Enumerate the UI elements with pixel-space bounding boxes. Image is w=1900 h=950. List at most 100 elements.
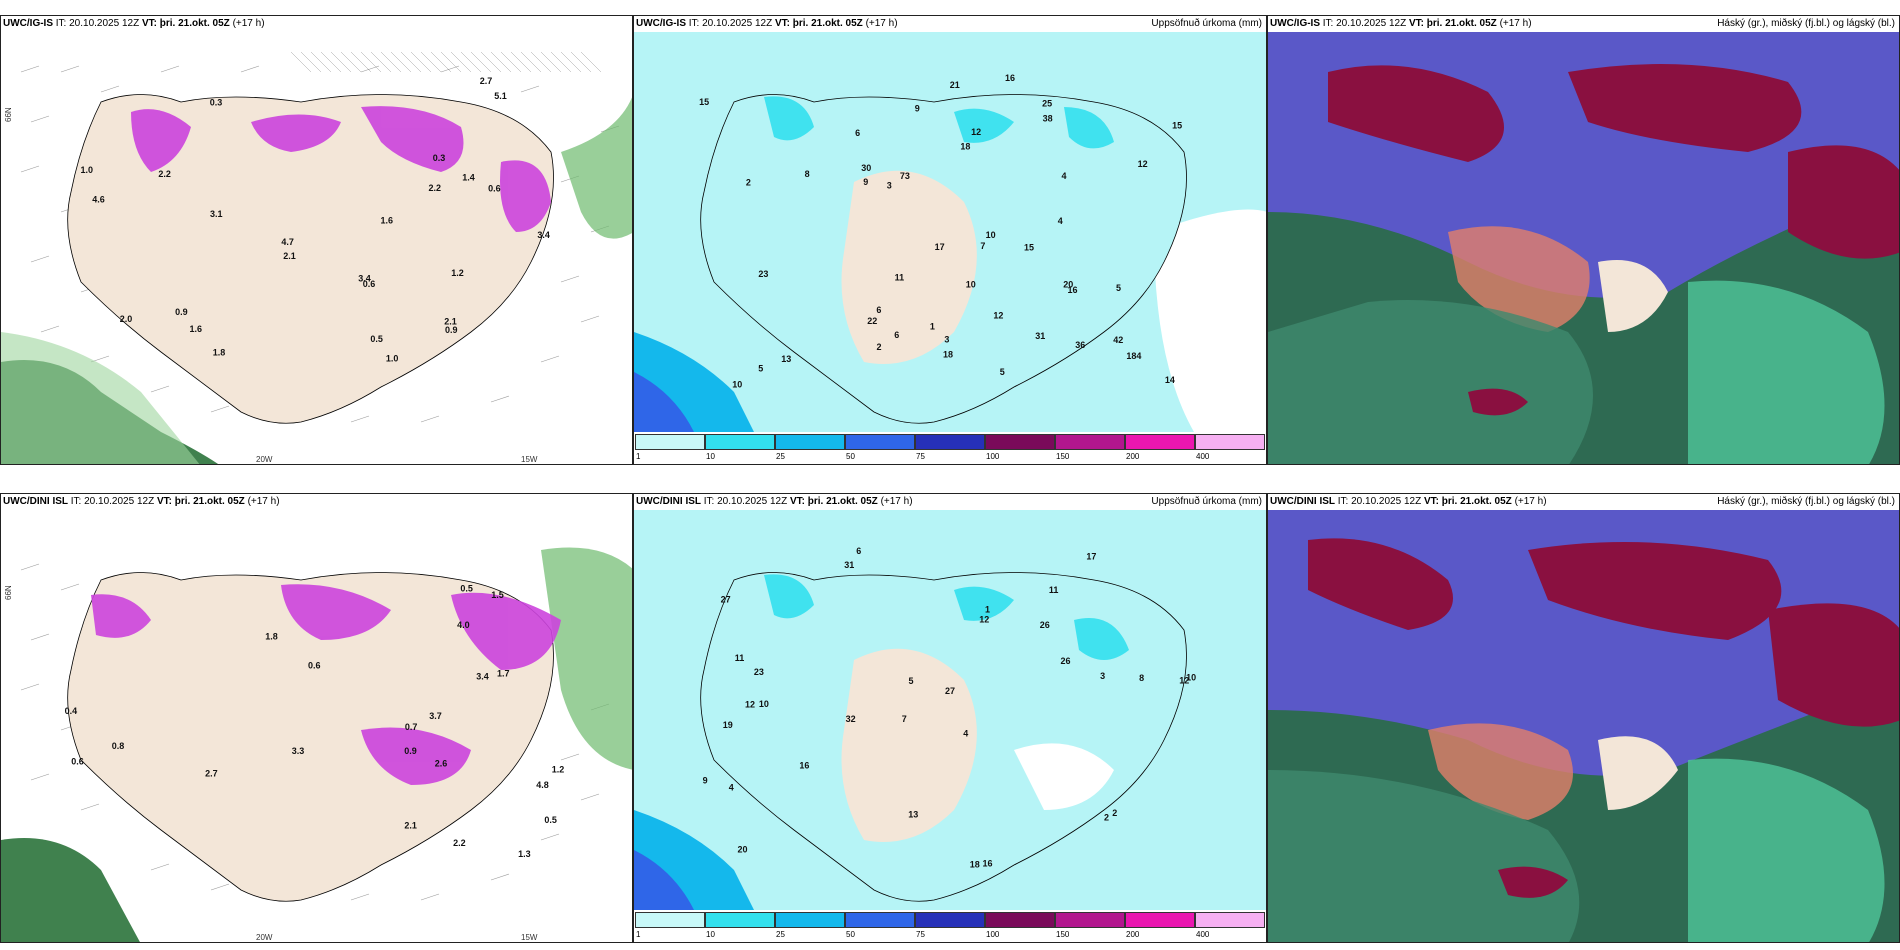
legend-swatch bbox=[915, 912, 985, 928]
legend-label: 25 bbox=[776, 930, 785, 939]
value-label: 18 bbox=[960, 142, 970, 152]
value-label: 1.2 bbox=[451, 268, 464, 278]
value-label: 1.0 bbox=[81, 165, 94, 175]
value-label: 20 bbox=[738, 845, 748, 855]
value-label: 12 bbox=[971, 127, 981, 137]
value-label: 0.3 bbox=[210, 97, 223, 107]
value-label: 1.2 bbox=[552, 764, 565, 774]
legend-swatch bbox=[985, 912, 1055, 928]
value-label: 10 bbox=[986, 230, 996, 240]
value-label: 2.1 bbox=[444, 316, 457, 326]
value-label: 0.8 bbox=[112, 741, 125, 751]
lon-label: 15W bbox=[521, 933, 538, 942]
value-label: 16 bbox=[983, 858, 993, 868]
value-label: 1.8 bbox=[265, 631, 278, 641]
legend-label: 1 bbox=[636, 452, 641, 461]
value-label: 9 bbox=[863, 177, 868, 187]
panel-top-middle-precip-map: UWC/IG-IS IT: 20.10.2025 12Z VT: þri. 21… bbox=[633, 15, 1267, 465]
value-label: 2.6 bbox=[435, 759, 448, 769]
legend-label: 75 bbox=[916, 930, 925, 939]
value-label: 0.6 bbox=[308, 661, 321, 671]
panel-bottom-left-snow-map: UWC/DINI ISL IT: 20.10.2025 12Z VT: þri.… bbox=[0, 493, 633, 943]
value-label: 18 bbox=[943, 350, 953, 360]
snow-area bbox=[131, 106, 551, 232]
value-label: 1.5 bbox=[491, 590, 504, 600]
value-label: 9 bbox=[703, 776, 708, 786]
value-label: 6 bbox=[876, 305, 881, 315]
value-label: 3.4 bbox=[537, 230, 550, 240]
value-label: 0.5 bbox=[460, 584, 473, 594]
value-label: 1 bbox=[985, 605, 990, 615]
value-label: 23 bbox=[758, 269, 768, 279]
legend-label: 400 bbox=[1196, 930, 1210, 939]
value-label: 27 bbox=[721, 595, 731, 605]
value-label: 1.0 bbox=[386, 353, 399, 363]
value-label: 0.9 bbox=[404, 746, 417, 756]
panel-title: Háský (gr.), miðský (fj.bl.) og lágský (… bbox=[1717, 18, 1895, 29]
value-label: 1.6 bbox=[190, 324, 203, 334]
value-label: 6 bbox=[856, 546, 861, 556]
panel-title: Uppsöfnuð úrkoma (mm) bbox=[1151, 18, 1262, 29]
legend-label: 100 bbox=[986, 452, 1000, 461]
value-label: 7 bbox=[980, 241, 985, 251]
value-label: 5 bbox=[909, 676, 914, 686]
value-label: 4 bbox=[1062, 171, 1067, 181]
legend-label: 50 bbox=[846, 930, 855, 939]
value-label: 3.7 bbox=[429, 711, 442, 721]
legend-label: 200 bbox=[1126, 452, 1140, 461]
value-label: 4 bbox=[1058, 216, 1063, 226]
value-label: 2.2 bbox=[158, 169, 171, 179]
value-label: 17 bbox=[935, 242, 945, 252]
value-label: 12 bbox=[993, 311, 1003, 321]
value-label: 2.7 bbox=[480, 76, 493, 86]
value-label: 5 bbox=[1116, 283, 1121, 293]
value-label: 26 bbox=[1040, 620, 1050, 630]
value-label: 8 bbox=[805, 169, 810, 179]
snow-values: 1.0 0.3 0.9 2.2 1.4 0.5 3.4 3.1 2.1 1.6 2.0 1.0 4.7 3… bbox=[81, 76, 550, 363]
lat-label: 66N bbox=[4, 585, 13, 600]
value-label: 12 bbox=[1179, 676, 1189, 686]
value-label: 1 bbox=[930, 322, 935, 332]
legend-swatch bbox=[845, 434, 915, 450]
legend-swatch bbox=[635, 912, 705, 928]
value-label: 13 bbox=[781, 354, 791, 364]
value-label: 0.5 bbox=[544, 815, 557, 825]
value-label: 0.7 bbox=[405, 722, 418, 732]
legend-label: 10 bbox=[706, 930, 715, 939]
value-label: 12 bbox=[745, 700, 755, 710]
value-label: 22 bbox=[867, 316, 877, 326]
value-label: 31 bbox=[1035, 331, 1045, 341]
legend-label: 50 bbox=[846, 452, 855, 461]
value-label: 12 bbox=[1138, 159, 1148, 169]
value-label: 2 bbox=[877, 342, 882, 352]
value-label: 0.9 bbox=[175, 307, 188, 317]
value-label: 2.2 bbox=[429, 183, 442, 193]
value-label: 3.4 bbox=[476, 672, 489, 682]
legend-label: 75 bbox=[916, 452, 925, 461]
value-label: 4.8 bbox=[536, 780, 549, 790]
legend-swatch bbox=[1055, 912, 1125, 928]
panel-header: UWC/DINI ISL IT: 20.10.2025 12Z VT: þri.… bbox=[3, 496, 280, 507]
value-label: 2.7 bbox=[205, 769, 218, 779]
cloud-map bbox=[1268, 510, 1899, 942]
value-label: 3 bbox=[887, 181, 892, 191]
lat-label: 66N bbox=[4, 107, 13, 122]
panel-header: UWC/IG-IS IT: 20.10.2025 12Z VT: þri. 21… bbox=[3, 18, 265, 29]
value-label: 0.9 bbox=[445, 325, 458, 335]
snow-wind-map: 20W 15W 66N 1.00.30.92.2 1.40.53.43.12.11… bbox=[1, 32, 632, 464]
panel-header: UWC/DINI ISL IT: 20.10.2025 12Z VT: þri.… bbox=[1270, 496, 1547, 507]
value-label: 1.3 bbox=[518, 849, 531, 859]
snow-wind-map: 20W 15W 66N 0.9 1.2 3.4 4.8 2.1 4.0 1.7 0.6 0.5 2… bbox=[1, 510, 632, 942]
value-label: 0.6 bbox=[488, 184, 501, 194]
legend-label: 150 bbox=[1056, 930, 1070, 939]
legend-swatch bbox=[915, 434, 985, 450]
value-label: 15 bbox=[1024, 242, 1034, 252]
panel-title: Háský (gr.), miðský (fj.bl.) og lágský (… bbox=[1717, 496, 1895, 507]
value-label: 16 bbox=[799, 760, 809, 770]
lon-label: 15W bbox=[521, 455, 538, 464]
value-label: 3 bbox=[944, 334, 949, 344]
snow-values: 0.9 1.2 3.4 4.8 2.1 4.0 1.7 0.6 0.5 2.2 3.7 0.7 0.6 2… bbox=[65, 584, 565, 860]
